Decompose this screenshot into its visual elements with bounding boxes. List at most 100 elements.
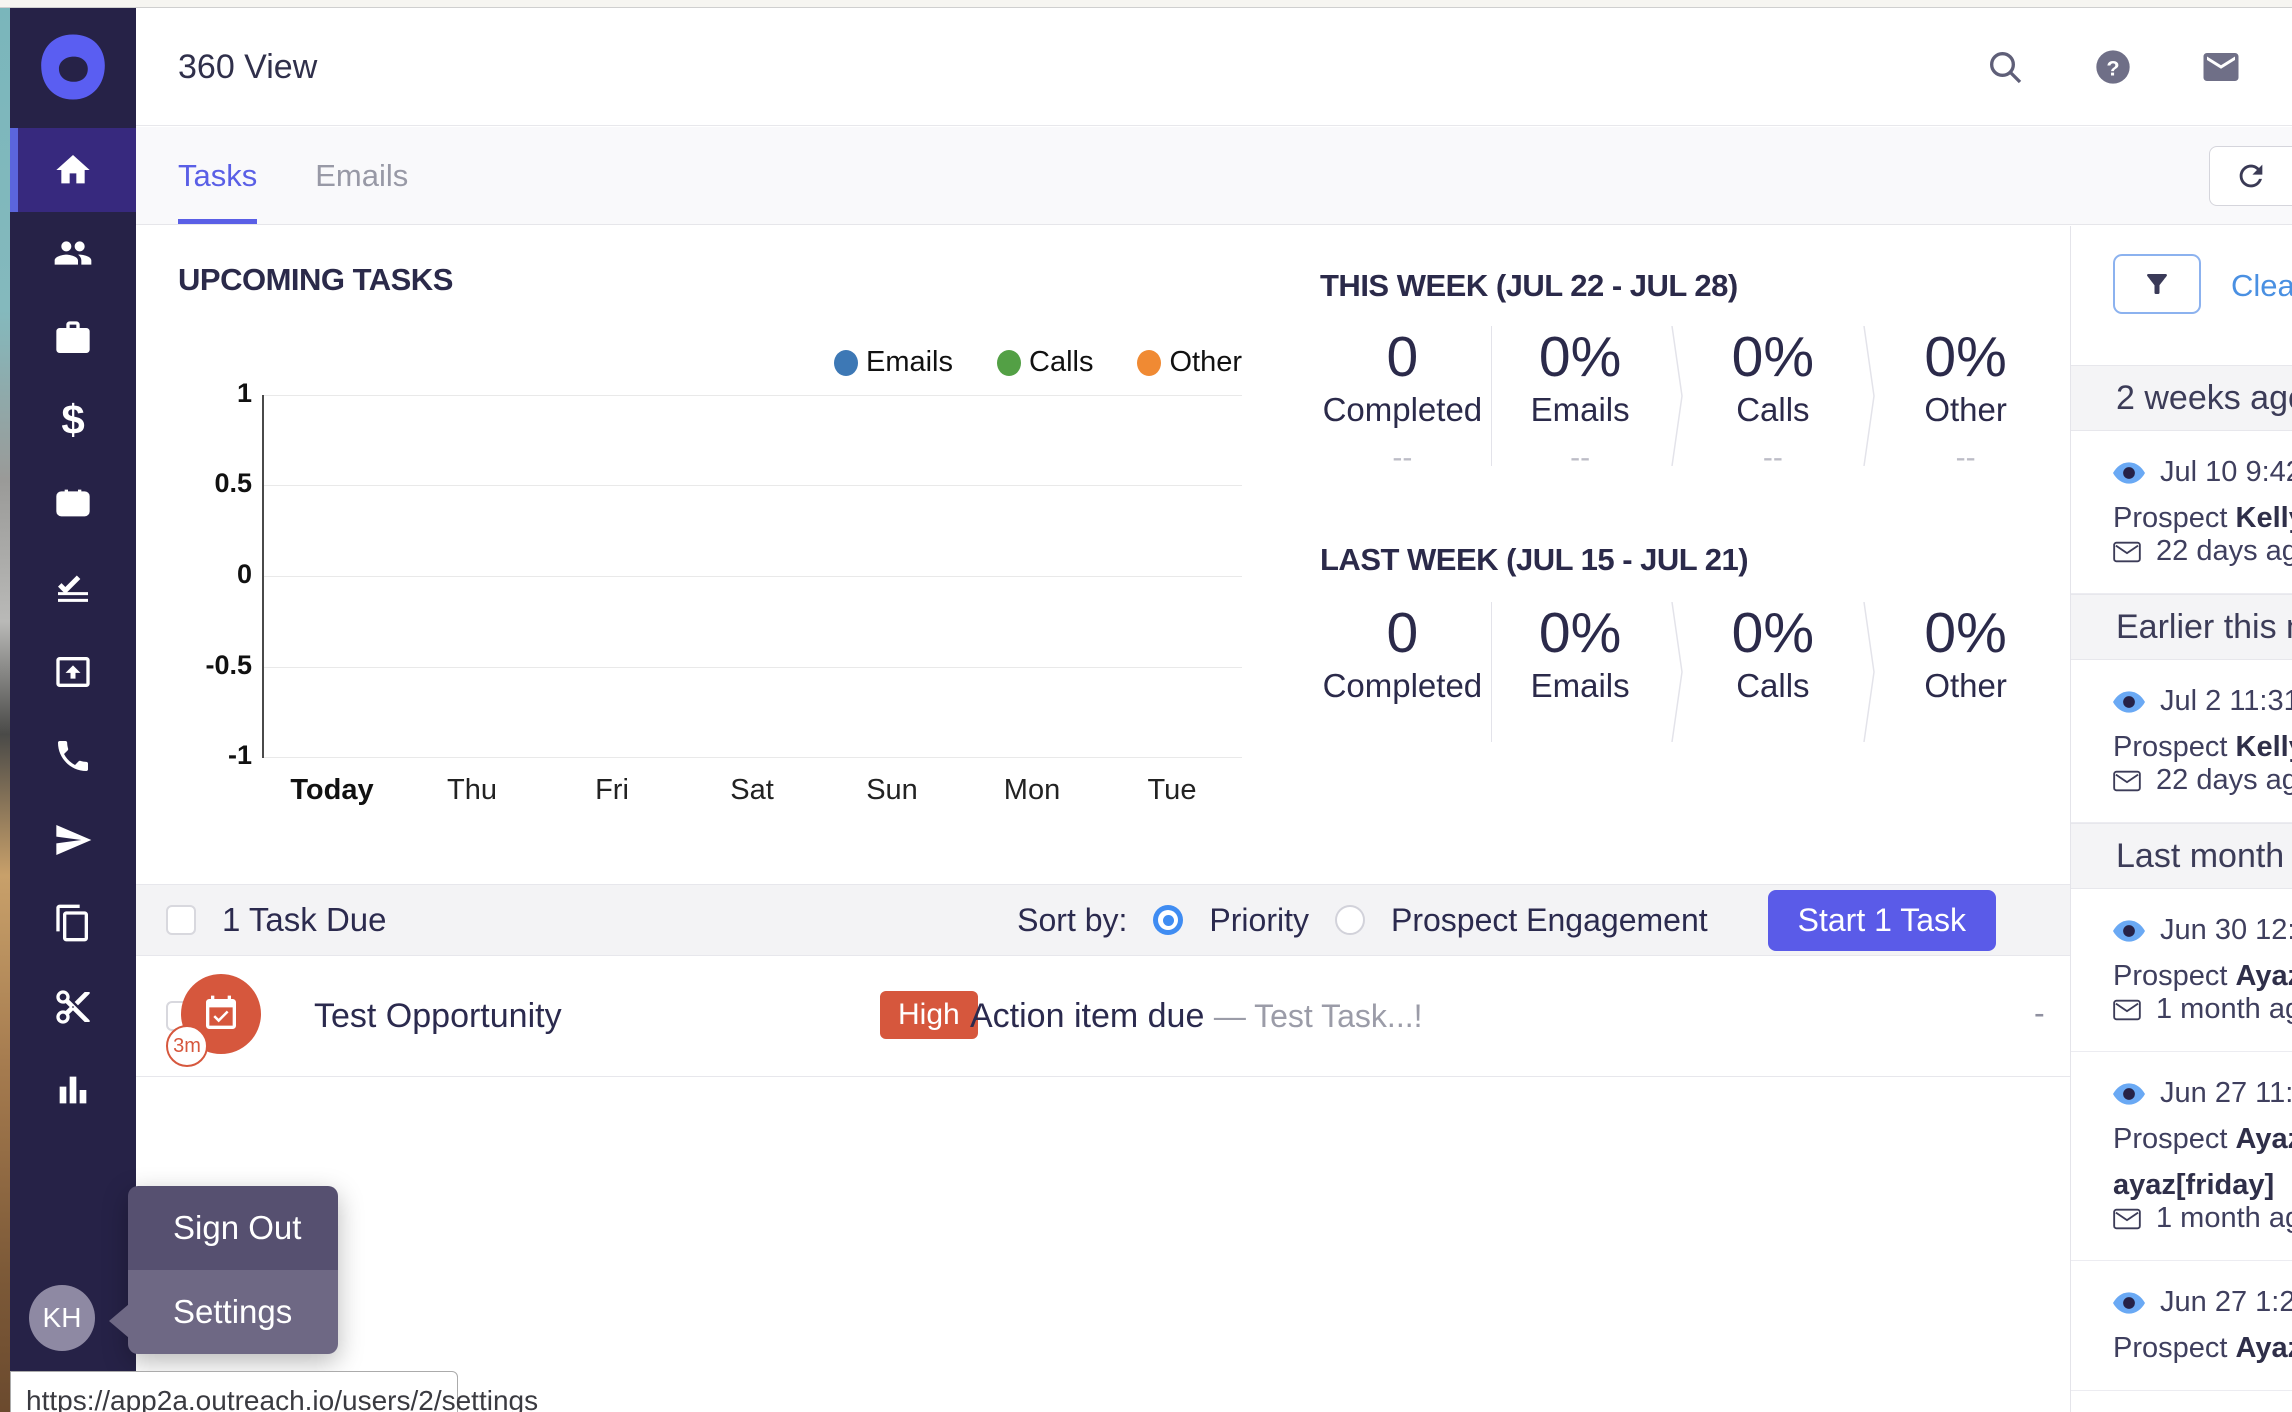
active-indicator (10, 128, 18, 212)
tab-tasks[interactable]: Tasks (178, 127, 258, 224)
stat-chevron-divider (1669, 602, 1685, 742)
window-top-edge (0, 0, 2292, 8)
ytick-neg05: -0.5 (205, 650, 252, 680)
start-task-button[interactable]: Start 1 Task (1767, 889, 1996, 951)
sidebar-item-accounts[interactable] (10, 314, 136, 362)
menu-item-settings[interactable]: Settings (128, 1270, 338, 1354)
activity-entry[interactable]: Jul 2 11:31 AM Prospect Kelly H 22 days … (2071, 660, 2292, 823)
people-icon (54, 241, 92, 265)
task-due-dash: - (2034, 995, 2045, 1031)
sidebar-item-outbox[interactable] (10, 648, 136, 696)
stat-emails: 0% Emails (1530, 601, 1630, 704)
radio-engagement-label[interactable]: Prospect Engagement (1390, 901, 1708, 938)
task-note: — Test Task...! (1213, 998, 1423, 1034)
sidebar-item-sequences[interactable] (10, 816, 136, 864)
upcoming-tasks-title: UPCOMING TASKS (178, 262, 453, 297)
chart-legend: Emails Calls Other (262, 346, 1242, 379)
scissors-icon (56, 990, 90, 1024)
stat-emails: 0% Emails -- (1530, 325, 1630, 474)
stat-divider (1490, 602, 1492, 742)
prospect-name[interactable]: Ayaz Ta (2235, 960, 2292, 992)
task-bar: 1 Task Due Sort by: Priority Prospect En… (136, 884, 2070, 956)
select-all-checkbox[interactable] (166, 905, 196, 935)
stat-divider (1490, 326, 1492, 466)
eye-icon (2113, 461, 2145, 484)
sidebar-item-prospects[interactable] (10, 229, 136, 277)
prospect-name[interactable]: Kelly H (2235, 731, 2292, 763)
stat-calls: 0% Calls -- (1731, 325, 1815, 474)
sidebar-nav: $ (10, 8, 136, 1412)
sort-controls: Sort by: Priority Prospect Engagement St… (1017, 889, 1996, 951)
section-header: Last month (2071, 823, 2292, 889)
activity-panel: Clear 2 weeks ago Jul 10 9:42 PM Prospec… (2070, 226, 2292, 1412)
stat-other: 0% Other (1924, 601, 2007, 704)
eye-icon (2113, 1082, 2145, 1105)
envelope-icon (2113, 1208, 2141, 1229)
task-check-icon (58, 575, 88, 602)
activity-entry[interactable]: Jun 30 12:37 Prospect Ayaz Ta 1 month ag… (2071, 889, 2292, 1052)
stat-completed: 0 Completed (1322, 601, 1483, 704)
radio-priority[interactable] (1153, 905, 1184, 935)
radio-prospect-engagement[interactable] (1334, 905, 1365, 935)
refresh-icon (2239, 164, 2263, 188)
ytick-0: 0 (236, 559, 252, 589)
radio-priority-label[interactable]: Priority (1209, 901, 1309, 938)
eye-icon (2113, 690, 2145, 713)
activity-entry[interactable]: Jul 10 9:42 PM Prospect Kelly H 22 days … (2071, 431, 2292, 594)
envelope-icon (2113, 541, 2141, 562)
activity-entry[interactable]: Jun 27 11:10 P Prospect Ayaz Ta ayaz[fri… (2071, 1052, 2292, 1261)
entry-time: Jun 27 11:10 P (2160, 1077, 2292, 1109)
task-title[interactable]: Test Opportunity (314, 997, 562, 1035)
search-icon[interactable] (1984, 46, 2026, 88)
entry-time: Jun 30 12:37 (2160, 914, 2292, 946)
entry-subject: ayaz[friday] (2113, 1169, 2275, 1201)
calendar-check-icon (206, 995, 236, 1029)
tab-emails[interactable]: Emails (315, 157, 409, 193)
sidebar-item-templates[interactable] (10, 899, 136, 947)
entry-ago: 22 days ago (2156, 535, 2292, 567)
last-week-stats: 0 Completed 0% Emails 0% Calls 0% Other (1314, 602, 2054, 742)
sidebar-item-tasks[interactable] (10, 564, 136, 612)
menu-item-sign-out[interactable]: Sign Out (128, 1186, 338, 1270)
sidebar-item-calls[interactable] (10, 732, 136, 780)
mail-icon[interactable] (2200, 46, 2242, 88)
entry-ago: 1 month ago (2156, 1202, 2292, 1234)
sidebar-item-reports[interactable] (10, 1066, 136, 1114)
envelope-icon (2113, 770, 2141, 791)
refresh-button[interactable] (2209, 146, 2292, 206)
task-row[interactable]: 3m Test Opportunity High Action item due… (136, 957, 2083, 1077)
legend-calls-dot (997, 349, 1021, 376)
legend-calls: Calls (997, 346, 1093, 379)
legend-emails-dot (833, 349, 858, 376)
stat-calls: 0% Calls (1731, 601, 1815, 704)
sidebar-item-snippets[interactable] (10, 983, 136, 1031)
sidebar-item-calendar[interactable] (10, 479, 136, 527)
ytick-neg1: -1 (227, 740, 252, 770)
entry-time: Jul 2 11:31 AM (2160, 685, 2292, 717)
prospect-name[interactable]: Ayaz Ta (2235, 1332, 2292, 1364)
entry-time: Jun 27 1:20 P (2160, 1286, 2292, 1318)
clear-filters-link[interactable]: Clear (2231, 268, 2292, 303)
legend-other: Other (1137, 346, 1242, 379)
activity-filter-row: Clear (2071, 226, 2292, 365)
phone-icon (58, 741, 88, 771)
last-week-title: LAST WEEK (JUL 15 - JUL 21) (1320, 542, 1749, 577)
filter-button[interactable] (2113, 254, 2201, 314)
entry-ago: 22 days ago (2156, 764, 2292, 796)
user-avatar[interactable]: KH (29, 1285, 95, 1351)
prospect-name[interactable]: Ayaz Ta (2235, 1123, 2292, 1155)
sidebar-item-home[interactable] (10, 128, 136, 212)
envelope-icon (2113, 999, 2141, 1020)
activity-entry[interactable]: Jun 27 1:20 P Prospect Ayaz Ta (2071, 1261, 2292, 1391)
sidebar-item-opportunities[interactable]: $ (10, 396, 136, 444)
top-bar: 360 View ? (136, 8, 2292, 126)
prospect-name[interactable]: Kelly H (2235, 502, 2292, 534)
outreach-logo-icon[interactable] (35, 30, 111, 104)
briefcase-icon (56, 321, 90, 353)
entry-time: Jul 10 9:42 PM (2160, 456, 2292, 488)
help-icon[interactable]: ? (2092, 46, 2134, 88)
ytick-05: 0.5 (214, 468, 252, 498)
upcoming-tasks-chart (262, 395, 1242, 758)
legend-emails: Emails (833, 346, 953, 379)
legend-other-dot (1137, 349, 1162, 376)
